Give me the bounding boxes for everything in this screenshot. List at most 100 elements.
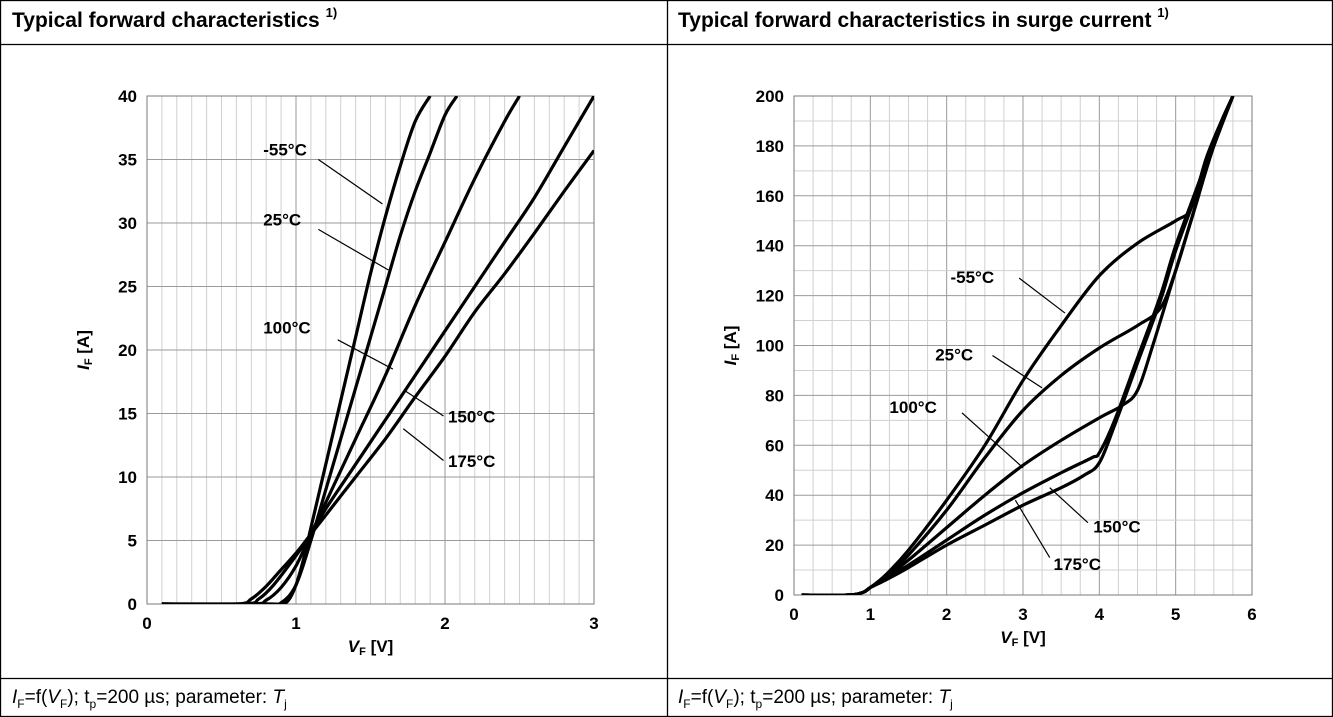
y-axis-label-var: I <box>74 364 93 370</box>
right-title-footnote: 1) <box>1157 5 1169 20</box>
x-axis-label-var: V <box>1000 628 1013 647</box>
series-label-leader <box>404 390 444 417</box>
y-axis-label: IF [A] <box>721 326 742 366</box>
x-tick-label: 3 <box>1018 605 1027 624</box>
caption-tp-sub: p <box>89 696 97 711</box>
series-label-leader <box>1049 487 1089 524</box>
left-title-text: Typical forward characteristics <box>12 9 320 32</box>
caption-if-sub: F <box>17 696 25 711</box>
x-tick-label: 6 <box>1247 605 1256 624</box>
caption-param: =200 µs; parameter: <box>762 687 939 708</box>
series-label: 100°C <box>263 318 310 337</box>
series-label: 100°C <box>889 398 936 417</box>
x-tick-label: 1 <box>291 614 300 633</box>
y-tick-label: 25 <box>118 278 137 297</box>
x-axis-label-unit: [V] <box>366 637 393 656</box>
caption-param: =200 µs; parameter: <box>96 687 273 708</box>
caption-if: I <box>678 687 684 708</box>
series-label: 150°C <box>1093 518 1140 537</box>
caption-vf: V <box>713 687 727 708</box>
caption-eq: =f( <box>690 687 714 708</box>
series-line-4 <box>801 96 1235 595</box>
caption-tp: ); t <box>67 687 90 708</box>
series-line-1 <box>161 96 459 604</box>
right-panel-title: Typical forward characteristics in surge… <box>678 5 1169 33</box>
x-tick-label: 0 <box>789 605 798 624</box>
y-axis-label: IF [A] <box>74 330 95 370</box>
y-tick-label: 30 <box>118 214 137 233</box>
series-label: 150°C <box>448 407 495 426</box>
x-axis-label-sub: F <box>359 646 366 658</box>
caption-if: I <box>12 687 18 708</box>
x-axis-label-sub: F <box>1012 637 1019 649</box>
caption-tj-sub: j <box>950 696 953 711</box>
y-axis-label-unit: [A] <box>74 330 93 358</box>
x-axis-label-unit: [V] <box>1018 628 1045 647</box>
y-axis-label-sub: F <box>83 358 95 365</box>
series-group <box>801 96 1235 595</box>
caption-tj: T <box>938 687 951 708</box>
caption-vf-sub: F <box>726 696 734 711</box>
y-tick-label: 60 <box>765 436 784 455</box>
y-tick-label: 20 <box>118 341 137 360</box>
y-tick-label: 120 <box>756 287 784 306</box>
y-tick-label: 100 <box>756 337 784 356</box>
caption-if-sub: F <box>683 696 691 711</box>
series-line-2 <box>161 96 521 604</box>
series-label: 25°C <box>935 345 973 364</box>
caption-tp: ); t <box>733 687 756 708</box>
x-axis-label: VF [V] <box>1000 628 1045 649</box>
x-tick-label: 4 <box>1095 605 1105 624</box>
caption-vf-sub: F <box>60 696 68 711</box>
series-label-leader <box>961 412 1024 469</box>
y-tick-label: 20 <box>765 536 784 555</box>
y-tick-label: 40 <box>765 486 784 505</box>
y-tick-label: 80 <box>765 386 784 405</box>
y-tick-label: 180 <box>756 137 784 156</box>
x-tick-label: 2 <box>440 614 449 633</box>
y-axis-label-sub: F <box>730 354 742 361</box>
series-label-leader <box>318 228 389 271</box>
series-label-leader <box>402 428 444 461</box>
plot-border <box>793 95 1253 596</box>
y-tick-label: 10 <box>118 468 137 487</box>
x-tick-label: 1 <box>866 605 875 624</box>
caption-tp-sub: p <box>755 696 763 711</box>
plot-border <box>146 95 595 605</box>
y-axis-label-unit: [A] <box>721 326 740 354</box>
x-axis-label: VF [V] <box>348 637 393 658</box>
x-tick-label: 2 <box>942 605 951 624</box>
y-tick-label: 0 <box>775 586 784 605</box>
series-label: 175°C <box>448 452 495 471</box>
series-label: -55°C <box>263 141 307 160</box>
y-tick-label: 40 <box>118 87 137 106</box>
left-title-footnote: 1) <box>325 5 338 20</box>
series-group <box>161 96 594 604</box>
y-tick-label: 0 <box>128 595 137 614</box>
series-label-leader <box>1014 499 1051 558</box>
x-tick-label: 5 <box>1171 605 1180 624</box>
x-tick-label: 3 <box>589 614 598 633</box>
left-caption: IF=f(VF); tp=200 µs; parameter: Tj <box>12 687 287 711</box>
caption-eq: =f( <box>24 687 48 708</box>
y-tick-label: 160 <box>756 187 784 206</box>
y-tick-label: 35 <box>118 151 137 170</box>
x-tick-label: 0 <box>142 614 151 633</box>
y-tick-label: 140 <box>756 237 784 256</box>
y-axis-label-var: I <box>721 359 740 365</box>
caption-tj: T <box>272 687 285 708</box>
series-label: 175°C <box>1054 555 1101 574</box>
right-title-text: Typical forward characteristics in surge… <box>678 9 1152 32</box>
series-line-4 <box>161 149 594 604</box>
series-label-leader <box>337 339 394 370</box>
caption-tj-sub: j <box>284 696 287 711</box>
series-label-leader <box>992 354 1043 389</box>
series-label-leader <box>1018 277 1066 314</box>
right-caption: IF=f(VF); tp=200 µs; parameter: Tj <box>678 687 953 711</box>
series-label-leader <box>318 159 383 205</box>
x-axis-label-var: V <box>348 637 361 656</box>
y-tick-label: 200 <box>756 87 784 106</box>
series-label: 25°C <box>263 211 301 230</box>
